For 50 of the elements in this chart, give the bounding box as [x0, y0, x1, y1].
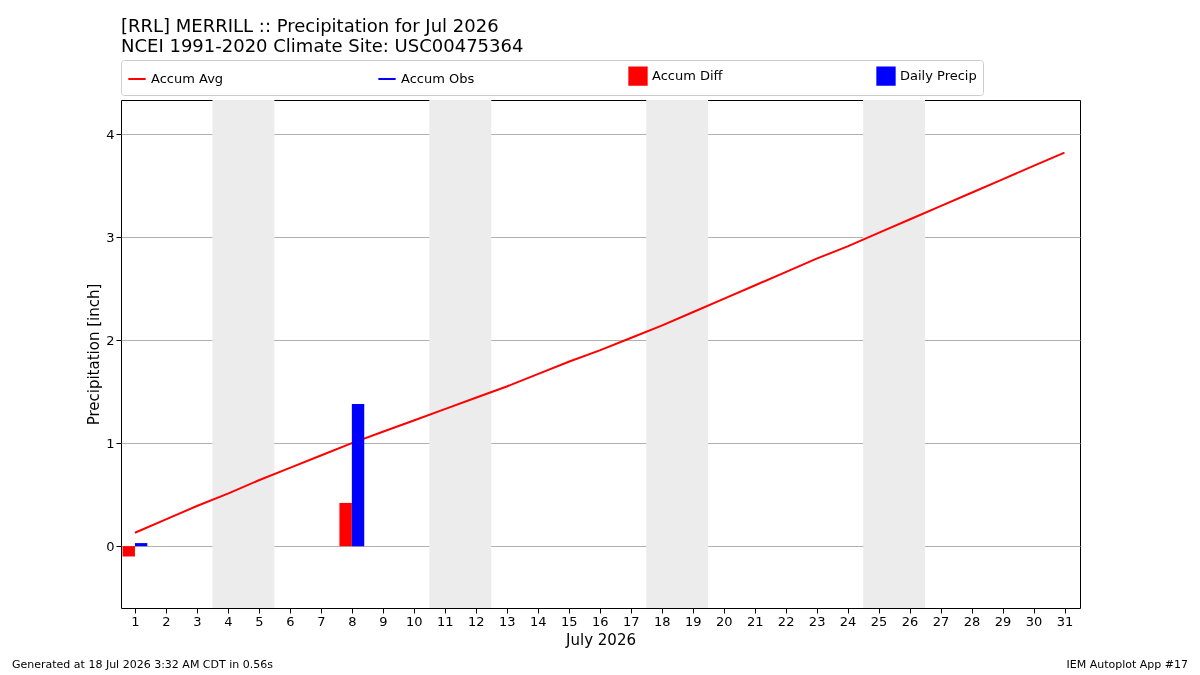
bar — [339, 502, 352, 547]
x-tick-label: 15 — [560, 613, 578, 629]
x-tick-label: 2 — [162, 613, 171, 629]
bar — [122, 546, 135, 557]
x-tick-label: 9 — [379, 613, 388, 629]
x-tick-label: 22 — [777, 613, 795, 629]
legend-label: Accum Obs — [401, 71, 475, 86]
bar — [351, 403, 365, 547]
x-tick-label: 25 — [870, 613, 888, 629]
text: Generated at 18 Jul 2026 3:32 AM CDT in 0.56s — [12, 658, 273, 671]
x-tick-label: 30 — [1025, 613, 1043, 629]
x-tick-label: 18 — [653, 613, 671, 629]
x-tick-label: 13 — [499, 613, 516, 629]
x-tick-label: 29 — [994, 613, 1012, 629]
line-series — [133, 151, 1066, 534]
x-tick-label: 21 — [746, 613, 764, 629]
x-tick-label: 23 — [808, 613, 826, 629]
text: IEM Autoplot App #17 — [1066, 658, 1188, 671]
x-tick-label: 14 — [529, 613, 547, 629]
chart-title: [RRL] MERRILL :: Precipitation for Jul 2026 — [121, 14, 499, 36]
legend-label: Daily Precip — [900, 68, 977, 84]
y-axis-title: Precipitation [inch] — [85, 283, 104, 426]
x-tick-label: 1 — [131, 613, 140, 629]
y-tick-label: 1 — [106, 435, 115, 451]
x-tick-label: 6 — [286, 613, 295, 629]
y-tick-label: 0 — [106, 538, 115, 554]
x-tick-label: 17 — [622, 613, 640, 629]
x-axis-title: July 2026 — [565, 630, 636, 649]
x-tick-label: 31 — [1056, 613, 1074, 629]
x-tick-label: 4 — [224, 613, 233, 629]
x-tick-label: 10 — [406, 613, 423, 629]
x-tick-label: 16 — [591, 613, 609, 629]
x-tick-label: 5 — [255, 613, 264, 629]
legend-label: Accum Avg — [151, 71, 224, 86]
x-tick-label: 8 — [348, 613, 357, 629]
x-tick-label: 26 — [901, 613, 919, 629]
x-tick-label: 28 — [963, 613, 981, 629]
x-tick-label: 27 — [932, 613, 950, 629]
x-tick-label: 3 — [193, 613, 202, 629]
x-tick-label: 24 — [839, 613, 857, 629]
x-tick-label: 12 — [468, 613, 485, 629]
bar — [134, 543, 148, 547]
y-tick-label: 2 — [106, 332, 115, 348]
legend-label: Accum Diff — [652, 68, 724, 84]
x-tick-label: 11 — [437, 613, 454, 629]
y-tick-label: 3 — [106, 229, 115, 245]
x-tick-label: 7 — [317, 613, 326, 629]
x-tick-label: 20 — [715, 613, 733, 629]
x-tick-label: 19 — [684, 613, 702, 629]
y-tick-label: 4 — [106, 126, 115, 142]
